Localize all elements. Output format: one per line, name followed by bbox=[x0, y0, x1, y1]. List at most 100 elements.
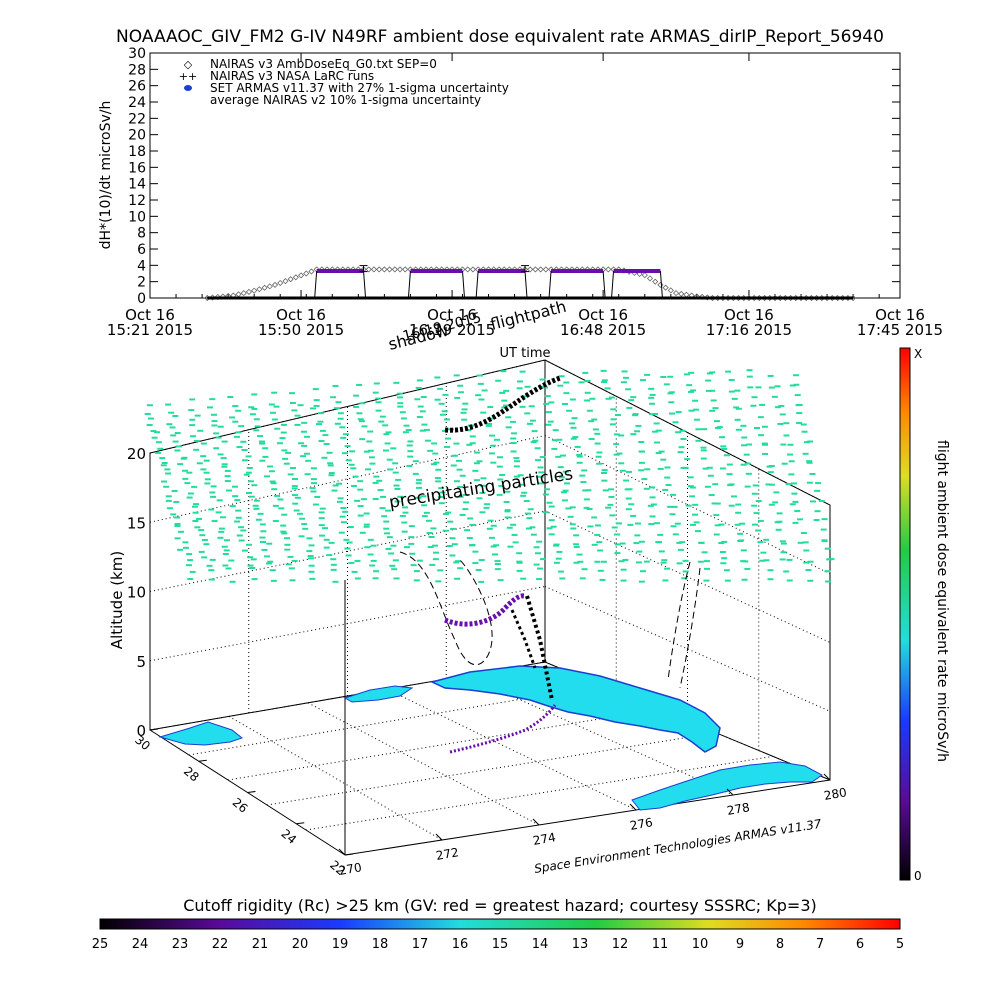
longitude-tick bbox=[338, 848, 346, 856]
latitude-tick bbox=[149, 728, 159, 731]
nairas-v3-point bbox=[662, 284, 669, 291]
cutoff-colorbar-tick-label: 23 bbox=[172, 937, 189, 952]
longitude-tick-label: 270 bbox=[338, 860, 363, 878]
flightpath bbox=[444, 375, 561, 754]
nairas-v3-point bbox=[235, 291, 242, 298]
top-x-tick-label-time: 16:48 2015 bbox=[560, 321, 646, 339]
latitude-tick-label: 30 bbox=[132, 733, 153, 754]
nairas-v3-point bbox=[297, 272, 305, 279]
longitude-tick bbox=[726, 788, 734, 796]
top-y-tick-label: 16 bbox=[128, 160, 146, 176]
flightpath-top bbox=[444, 375, 561, 433]
top-x-tick-label-date: Oct 16 bbox=[125, 306, 175, 324]
altitude-tick-label: 0 bbox=[136, 722, 146, 740]
3d-gridlines bbox=[149, 359, 831, 841]
longitude-tick-label: 278 bbox=[726, 800, 751, 818]
legend-entry: SET ARMAS v11.37 with 27% 1-sigma uncert… bbox=[210, 81, 509, 95]
cutoff-colorbar-tick-label: 14 bbox=[532, 937, 549, 952]
top-y-tick-label: 8 bbox=[137, 226, 146, 242]
latitude-tick-label: 26 bbox=[230, 795, 251, 816]
altitude-tick-label: 5 bbox=[136, 653, 146, 671]
nairas-v3-point bbox=[391, 266, 398, 273]
nairas-v3-point bbox=[266, 283, 273, 290]
cutoff-colorbar-tick-label: 22 bbox=[212, 937, 229, 952]
floor-front-edge bbox=[344, 779, 831, 856]
longitude-tick-label: 272 bbox=[435, 845, 460, 863]
nairas-v3-point bbox=[605, 266, 612, 273]
land-florida bbox=[429, 665, 721, 753]
dose-colorbar-label: flight ambient dose equivalent rate micr… bbox=[934, 440, 950, 762]
nairas-v3-point bbox=[537, 266, 544, 273]
cutoff-colorbar-tick-label: 9 bbox=[736, 937, 744, 952]
top-y-tick-label: 30 bbox=[128, 46, 146, 62]
legend-entry: NAIRAS v3 NASA LaRC runs bbox=[210, 69, 374, 83]
nairas-v3-point bbox=[256, 286, 263, 293]
altitude-axis-label: Altitude (km) bbox=[108, 551, 126, 649]
armas-segment-edge bbox=[524, 271, 528, 299]
top-y-tick-label: 20 bbox=[128, 128, 146, 144]
cutoff-colorbar-tick-label: 12 bbox=[612, 937, 629, 952]
latitude-tick bbox=[344, 853, 354, 856]
top-x-tick-label-date: Oct 16 bbox=[578, 306, 628, 324]
grid-line-floor bbox=[227, 708, 660, 781]
top-x-tick-label-time: 17:45 2015 bbox=[857, 321, 943, 339]
top-y-axis-label: dH*(10)/dt microSv/h bbox=[98, 101, 114, 250]
latitude-tick-label: 24 bbox=[278, 826, 299, 847]
cutoff-colorbar-tick-label: 7 bbox=[816, 937, 824, 952]
armas-segment-edge bbox=[314, 271, 318, 299]
cutoff-colorbar-tick-label: 13 bbox=[572, 937, 589, 952]
nairas-v3-point bbox=[365, 266, 372, 273]
armas-segment-edge bbox=[602, 271, 606, 299]
cutoff-colorbar-tick-label: 11 bbox=[652, 937, 669, 952]
nairas-v3-point bbox=[657, 281, 664, 288]
nairas-v3-point bbox=[402, 266, 409, 273]
armas-segment-edge bbox=[659, 271, 663, 299]
top-y-tick-label: 22 bbox=[128, 111, 146, 127]
nairas-v3-point bbox=[370, 266, 378, 273]
legend-symbol: ◇ bbox=[184, 58, 193, 71]
armas-segment-edge bbox=[611, 271, 615, 299]
cutoff-colorbar-tick-label: 8 bbox=[776, 937, 784, 952]
grid-line-floor bbox=[228, 715, 443, 841]
latitude-tick bbox=[198, 759, 207, 762]
cutoff-colorbar-tick-label: 5 bbox=[896, 937, 904, 952]
nairas-v3-point bbox=[214, 293, 221, 301]
grid-line-floor bbox=[307, 702, 540, 826]
longitude-tick bbox=[435, 833, 443, 841]
dose-colorbar: X 0 flight ambient dose equivalent rate … bbox=[899, 347, 950, 883]
latitude-tick bbox=[296, 822, 305, 825]
nairas-v3-point bbox=[396, 266, 404, 273]
nairas-v3-point bbox=[678, 290, 685, 297]
shadow-curve-left bbox=[399, 551, 493, 665]
cutoff-colorbar-tick-label: 18 bbox=[372, 937, 389, 952]
altitude-tick-label: 20 bbox=[127, 445, 146, 463]
armas-segment-edge bbox=[462, 271, 465, 299]
nairas-v3-point bbox=[532, 266, 539, 273]
nairas-v3-point bbox=[271, 281, 279, 288]
cutoff-colorbar: Cutoff rigidity (Rc) >25 km (GV: red = g… bbox=[92, 896, 904, 952]
cutoff-colorbar-title: Cutoff rigidity (Rc) >25 km (GV: red = g… bbox=[183, 896, 817, 915]
land-louisiana bbox=[158, 721, 244, 746]
cutoff-colorbar-tick-label: 21 bbox=[252, 937, 269, 952]
flightpath-mid bbox=[444, 593, 526, 627]
cutoff-colorbar-tick-label: 15 bbox=[492, 937, 509, 952]
nairas-v3-point bbox=[277, 279, 284, 287]
cutoff-colorbar-tick-label: 16 bbox=[452, 937, 469, 952]
armas-segment-edge bbox=[407, 271, 411, 299]
nairas-v3-point bbox=[303, 270, 310, 277]
longitude-axis: 270 272 274 276 278 280 bbox=[338, 773, 848, 878]
cutoff-colorbar-ticks: 25 24 23 22 21 20 19 18 17 16 15 14 13 12 11 10 9 8 7 6 5 bbox=[92, 937, 904, 952]
top-x-tick-label-time: 15:50 2015 bbox=[258, 321, 344, 339]
nairas-v3-point bbox=[469, 266, 476, 273]
cutoff-colorbar-tick-label: 24 bbox=[132, 937, 149, 952]
top-y-tick-label: 14 bbox=[128, 177, 146, 193]
dose-colorbar-min-label: 0 bbox=[914, 869, 922, 883]
top-y-tick-label: 4 bbox=[137, 258, 146, 274]
top-y-tick-label: 18 bbox=[128, 144, 146, 160]
legend-entry: average NAIRAS v2 10% 1-sigma uncertaint… bbox=[210, 93, 481, 107]
